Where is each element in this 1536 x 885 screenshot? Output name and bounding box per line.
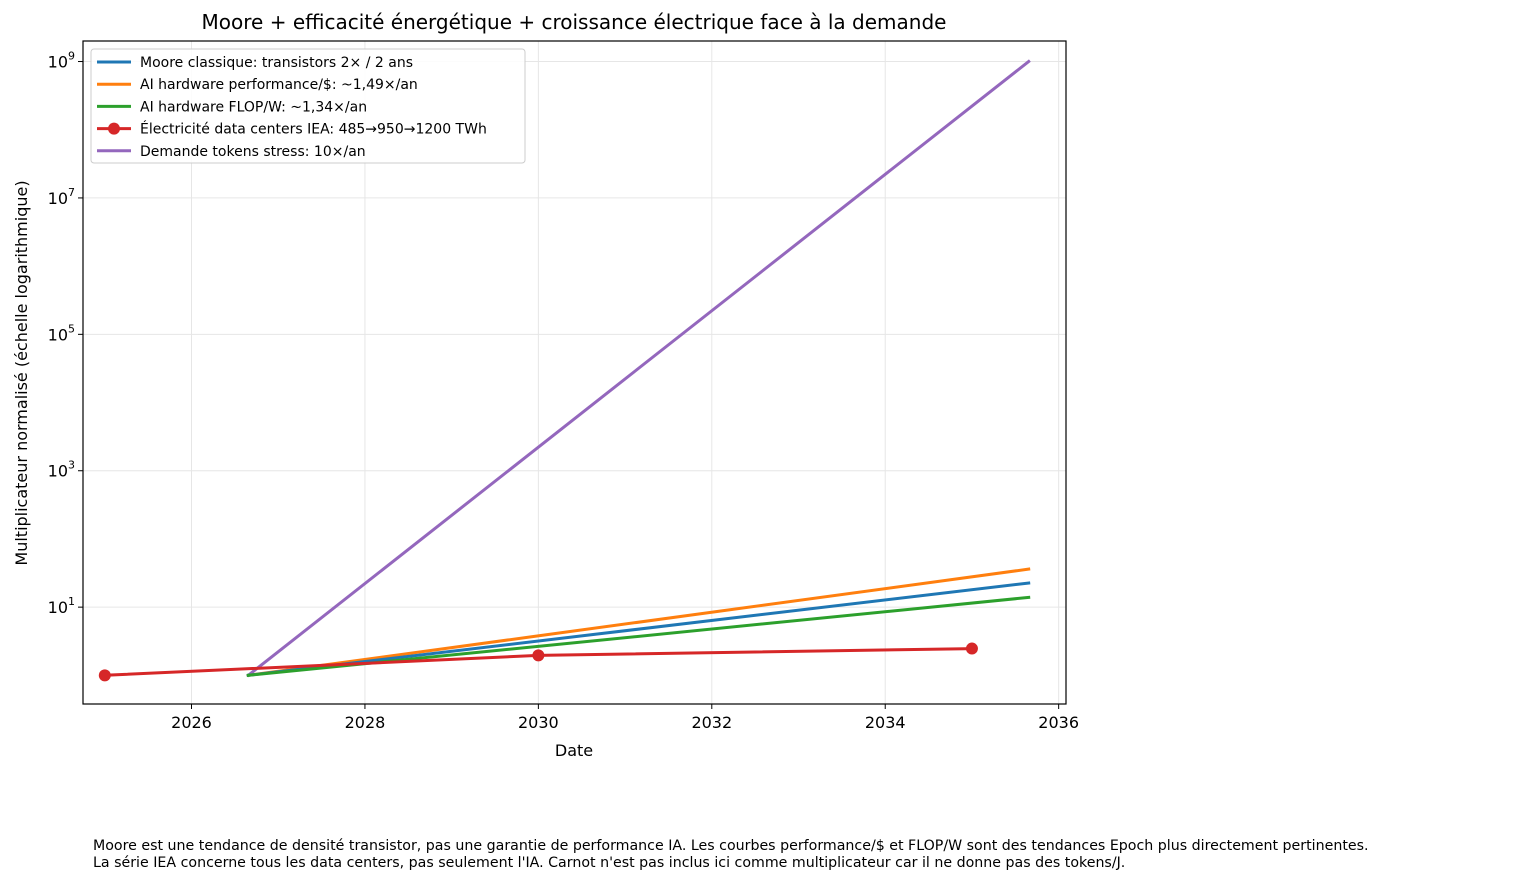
y-tick-label: 107 — [48, 186, 75, 208]
y-axis-label: Multiplicateur normalisé (échelle logari… — [12, 180, 31, 565]
x-tick-label: 2034 — [865, 713, 906, 732]
legend-label-0: Moore classique: transistors 2× / 2 ans — [140, 55, 413, 71]
x-tick-label: 2030 — [518, 713, 559, 732]
plot-area-frame — [82, 40, 1067, 705]
legend: Moore classique: transistors 2× / 2 ans A… — [90, 48, 526, 164]
x-axis-label: Date — [555, 741, 593, 760]
series-3-marker — [965, 642, 978, 655]
y-tick-label: 105 — [48, 322, 75, 344]
x-tick-label: 2036 — [1038, 713, 1079, 732]
figure-caption: Moore est une tendance de densité transi… — [93, 838, 1369, 872]
legend-label-4: Demande tokens stress: 10×/an — [140, 144, 366, 160]
legend-label-3: Électricité data centers IEA: 485→950→12… — [140, 121, 487, 138]
caption-line-1: Moore est une tendance de densité transi… — [93, 838, 1369, 854]
series-line-0 — [246, 581, 1031, 677]
y-tick-label: 109 — [48, 50, 75, 72]
x-axis-ticks: 2026 2028 2030 2032 2034 2036 — [171, 704, 1079, 732]
chart: 2026 2028 2030 2032 2034 2036 101 103 105 107 109… — [12, 10, 1079, 760]
legend-label-1: AI hardware performance/$: ~1,49×/an — [140, 77, 418, 93]
legend-label-2: AI hardware FLOP/W: ~1,34×/an — [140, 99, 367, 115]
legend-box — [90, 48, 526, 164]
series-3-marker — [532, 649, 545, 662]
y-axis-ticks: 101 103 105 107 109 — [48, 50, 83, 617]
series-lines — [98, 59, 1031, 682]
series-3-marker — [98, 669, 111, 682]
caption-line-2: La série IEA concerne tous les data cent… — [93, 855, 1126, 871]
x-tick-label: 2026 — [171, 713, 212, 732]
series-line-4 — [246, 59, 1031, 678]
legend-marker-3 — [108, 122, 120, 135]
y-tick-label: 103 — [48, 459, 75, 481]
y-tick-label: 101 — [48, 595, 75, 617]
series-line-1 — [246, 567, 1031, 677]
chart-title: Moore + efficacité énergétique + croissa… — [202, 10, 947, 34]
x-tick-label: 2028 — [345, 713, 386, 732]
x-tick-label: 2032 — [691, 713, 732, 732]
